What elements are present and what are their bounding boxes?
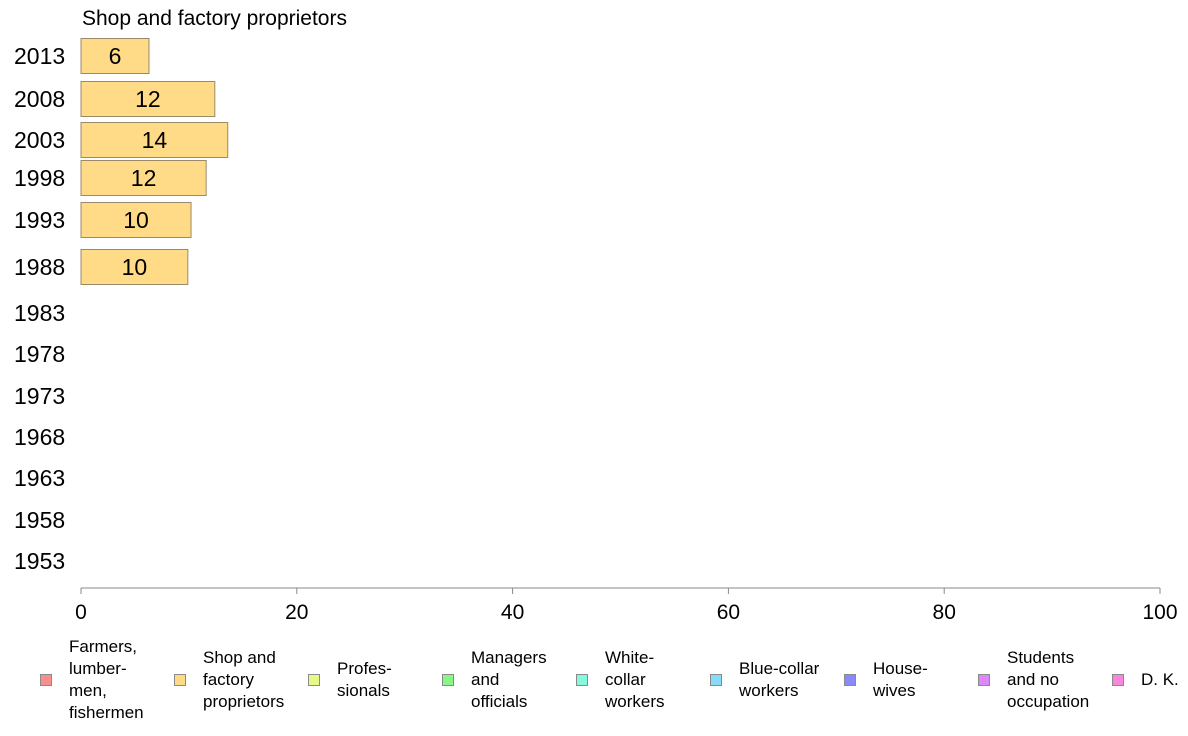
y-tick-label: 2013 — [14, 43, 65, 69]
legend-swatch — [442, 674, 454, 686]
y-tick-label: 1988 — [14, 254, 65, 280]
data-label: 10 — [122, 254, 148, 280]
legend-swatch — [844, 674, 856, 686]
x-tick-label: 60 — [717, 601, 740, 624]
y-axis-labels: 2013 2008 2003 1998 1993 1988 1983 1978 1973 1968… — [14, 43, 65, 574]
legend-label: House- wives — [873, 659, 928, 700]
legend-swatch — [308, 674, 320, 686]
legend-label: Shop and factory proprietors — [203, 648, 285, 711]
x-tick-label: 20 — [285, 601, 308, 624]
chart-title: Shop and factory proprietors — [82, 7, 347, 30]
x-axis: 0 20 40 60 80 100 — [75, 587, 1178, 624]
legend-swatch — [40, 674, 52, 686]
y-tick-label: 2003 — [14, 127, 65, 153]
legend-label: D. K. — [1141, 670, 1179, 689]
legend-swatch — [710, 674, 722, 686]
y-tick-label: 1968 — [14, 424, 65, 450]
y-tick-label: 1983 — [14, 300, 65, 326]
legend-label: Profes- sionals — [337, 659, 392, 700]
y-tick-label: 1953 — [14, 548, 65, 574]
bar — [80, 202, 192, 238]
y-tick-label: 1963 — [14, 465, 65, 491]
x-tick-label: 80 — [933, 601, 956, 624]
data-label: 12 — [131, 165, 157, 191]
x-tick-label: 40 — [501, 601, 524, 624]
y-tick-label: 1978 — [14, 341, 65, 367]
bar — [80, 122, 229, 158]
bar — [80, 249, 189, 285]
y-tick-label: 1998 — [14, 165, 65, 191]
x-tick-label: 100 — [1142, 601, 1177, 624]
legend-swatch — [576, 674, 588, 686]
y-tick-label: 1993 — [14, 207, 65, 233]
legend-swatch — [1112, 674, 1124, 686]
bar — [80, 38, 150, 74]
legend-label: Managers and officials — [471, 648, 547, 711]
y-tick-label: 1958 — [14, 507, 65, 533]
data-label: 14 — [142, 127, 168, 153]
x-tick-label: 0 — [75, 601, 87, 624]
bars-layer: 6 12 14 12 10 10 — [80, 38, 229, 285]
legend-swatch — [978, 674, 990, 686]
legend-label: Blue-collar workers — [739, 659, 820, 700]
legend-swatch — [174, 674, 186, 686]
legend-label: Farmers, lumber- men, fishermen — [69, 637, 144, 722]
bar — [80, 160, 207, 196]
data-label: 10 — [123, 207, 149, 233]
data-label: 12 — [135, 86, 161, 112]
legend-label: Students and no occupation — [1007, 648, 1090, 711]
data-label: 6 — [109, 43, 122, 69]
legend: Farmers, lumber- men, fishermen Shop and … — [0, 637, 1188, 734]
bar-chart: Shop and factory proprietors 6 12 14 12 10 10… — [14, 7, 1178, 624]
legend-label: White- collar workers — [605, 648, 665, 711]
y-tick-label: 1973 — [14, 383, 65, 409]
y-tick-label: 2008 — [14, 86, 65, 112]
bar — [80, 81, 216, 117]
